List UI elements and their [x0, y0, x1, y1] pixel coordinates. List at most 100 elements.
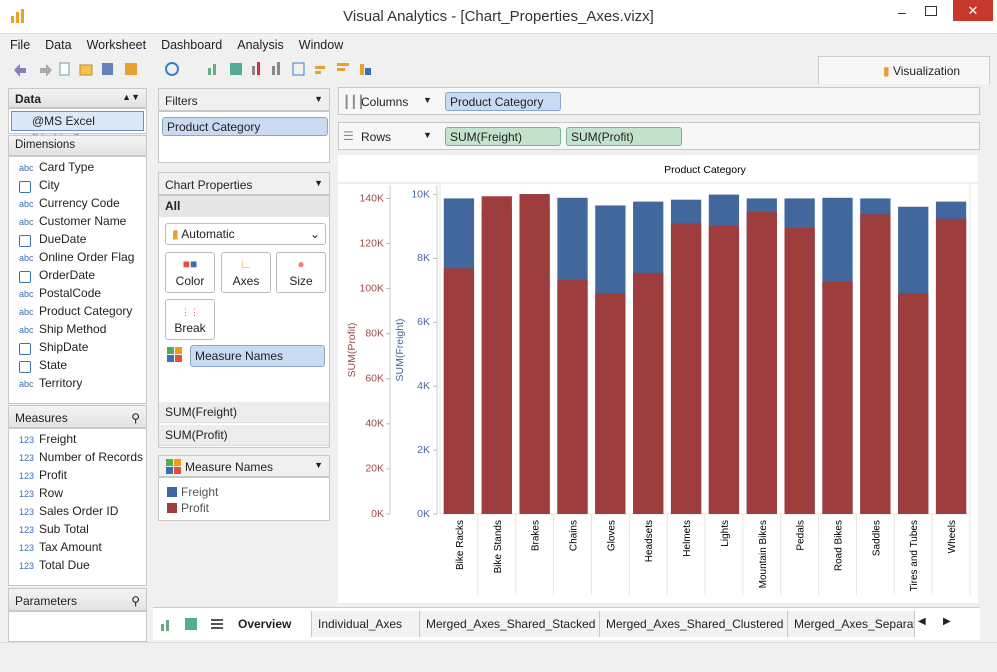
- sheet-tab[interactable]: Merged_Axes_Shared_Stacked: [420, 611, 600, 637]
- tab-scroll-right[interactable]: ▶: [943, 616, 951, 627]
- legend-label: Freight: [181, 485, 219, 499]
- visualization-tab[interactable]: ▮ Visualization: [818, 56, 990, 84]
- field-item[interactable]: State: [9, 356, 146, 374]
- menu-item[interactable]: Data: [45, 38, 72, 52]
- field-item[interactable]: 123 Total Due: [9, 556, 146, 574]
- property-button[interactable]: ■■ Color: [165, 252, 215, 293]
- sheet-tab[interactable]: Merged_Axes_Separate: [788, 611, 915, 637]
- x-tick-label: Gloves: [606, 520, 617, 551]
- filter-pill[interactable]: Product Category: [162, 117, 328, 136]
- chart-tools: [208, 62, 371, 76]
- legend-header: Measure Names ▼: [158, 455, 330, 477]
- save-icon[interactable]: [102, 63, 113, 75]
- y2-tick-label: 0K: [417, 508, 430, 520]
- field-item[interactable]: abc Currency Code: [9, 194, 146, 212]
- property-button[interactable]: ∟ Axes: [221, 252, 271, 293]
- tab-tools: [161, 618, 223, 631]
- legend-entry: Freight: [159, 484, 329, 500]
- row-pill[interactable]: SUM(Profit): [566, 127, 682, 146]
- field-name: Customer Name: [39, 214, 127, 228]
- menu-item[interactable]: Analysis: [237, 38, 284, 52]
- field-item[interactable]: City: [9, 176, 146, 194]
- sheet-tab[interactable]: Overview: [232, 611, 312, 637]
- field-name: DueDate: [39, 232, 87, 246]
- field-item[interactable]: 123 Sub Total: [9, 520, 146, 538]
- property-label: Break: [174, 321, 206, 335]
- refresh-icon[interactable]: [165, 62, 179, 76]
- undo-icon[interactable]: [14, 64, 26, 77]
- property-measure[interactable]: SUM(Freight): [159, 402, 329, 423]
- y-tick-label: 60K: [365, 373, 384, 385]
- sheet-tab[interactable]: Individual_Axes: [312, 611, 420, 637]
- property-button[interactable]: ● Size: [276, 252, 326, 293]
- tab-scroll-left[interactable]: ◀: [918, 616, 926, 627]
- field-item[interactable]: abc Territory: [9, 374, 146, 392]
- scope-tab[interactable]: All: [159, 196, 329, 217]
- field-name: Product Category: [39, 304, 133, 318]
- property-button[interactable]: ⋮⋮ Break: [165, 299, 215, 340]
- close-button[interactable]: ✕: [953, 0, 993, 21]
- x-tick-label: Chains: [569, 520, 580, 551]
- legend-label: Profit: [181, 501, 210, 515]
- mark-type: Automatic: [181, 227, 235, 241]
- sheet-tab-label: Merged_Axes_Shared_Clustered: [606, 617, 784, 631]
- field-item[interactable]: abc Customer Name: [9, 212, 146, 230]
- parameters-title: Parameters: [15, 594, 78, 608]
- new-icon[interactable]: [59, 62, 70, 76]
- field-name: OrderDate: [39, 268, 96, 282]
- field-type-icon: [19, 177, 39, 195]
- minimize-button[interactable]: –: [898, 4, 906, 20]
- field-item[interactable]: 123 Row: [9, 484, 146, 502]
- menu-item[interactable]: Window: [298, 38, 344, 52]
- dimensions-title: Dimensions: [15, 139, 76, 151]
- app-icon: [11, 9, 24, 23]
- x-tick-label: Road Bikes: [834, 520, 845, 571]
- mark-type-dropdown[interactable]: ▮ Automatic ⌄: [165, 223, 326, 245]
- maximize-button[interactable]: [925, 6, 937, 16]
- y2-axis-title: SUM(Freight): [394, 318, 406, 381]
- property-measures: SUM(Freight) SUM(Profit): [159, 402, 329, 448]
- sheet-tab-label: Merged_Axes_Shared_Stacked: [426, 617, 596, 631]
- field-item[interactable]: abc Ship Method: [9, 320, 146, 338]
- color-field-pill[interactable]: Measure Names: [190, 345, 325, 367]
- row-pill[interactable]: SUM(Freight): [445, 127, 561, 146]
- field-item[interactable]: OrderDate: [9, 266, 146, 284]
- field-item[interactable]: abc Product Category: [9, 302, 146, 320]
- field-item[interactable]: 123 Profit: [9, 466, 146, 484]
- y-tick-label: 120K: [359, 237, 384, 249]
- y2-tick-label: 8K: [417, 252, 430, 264]
- open-icon[interactable]: [79, 64, 93, 76]
- chart-properties-box: All ▮ Automatic ⌄ ■■ Color ∟ Axes ● Size ⋮⋮ Brea…: [158, 195, 330, 448]
- field-item[interactable]: DueDate: [9, 230, 146, 248]
- field-item[interactable]: ShipDate: [9, 338, 146, 356]
- menu-item[interactable]: Worksheet: [86, 38, 147, 52]
- property-measure[interactable]: SUM(Profit): [159, 425, 329, 446]
- field-item[interactable]: 123 Tax Amount: [9, 538, 146, 556]
- bar: [935, 218, 967, 514]
- field-type-icon: 123: [19, 453, 35, 463]
- field-item[interactable]: 123 Number of Records: [9, 448, 146, 466]
- menu-item[interactable]: File: [10, 38, 31, 52]
- sheet-tab[interactable]: Merged_Axes_Shared_Clustered: [600, 611, 788, 637]
- status-bar: [0, 642, 997, 672]
- redo-icon[interactable]: [40, 64, 52, 77]
- rows-label: Rows: [361, 130, 392, 144]
- field-name: Total Due: [39, 558, 90, 572]
- data-source[interactable]: @MS Excel [Untitled]: [11, 111, 144, 146]
- y2-tick-label: 10K: [411, 188, 430, 200]
- field-item[interactable]: abc Online Order Flag: [9, 248, 146, 266]
- sheet-tab-label: Merged_Axes_Separate: [794, 617, 915, 631]
- sheet-tab-label: Overview: [238, 617, 292, 631]
- field-item[interactable]: abc PostalCode: [9, 284, 146, 302]
- column-pill[interactable]: Product Category: [445, 92, 561, 111]
- bar: [708, 225, 740, 514]
- wizard-icon[interactable]: [125, 63, 137, 75]
- field-item[interactable]: 123 Freight: [9, 430, 146, 448]
- field-name: Sales Order ID: [39, 504, 119, 518]
- menu-item[interactable]: Dashboard: [161, 38, 223, 52]
- field-name: City: [39, 178, 60, 192]
- field-type-icon: abc: [19, 289, 34, 299]
- y-tick-label: 0K: [371, 508, 384, 520]
- field-item[interactable]: abc Card Type: [9, 158, 146, 176]
- field-item[interactable]: 123 Sales Order ID: [9, 502, 146, 520]
